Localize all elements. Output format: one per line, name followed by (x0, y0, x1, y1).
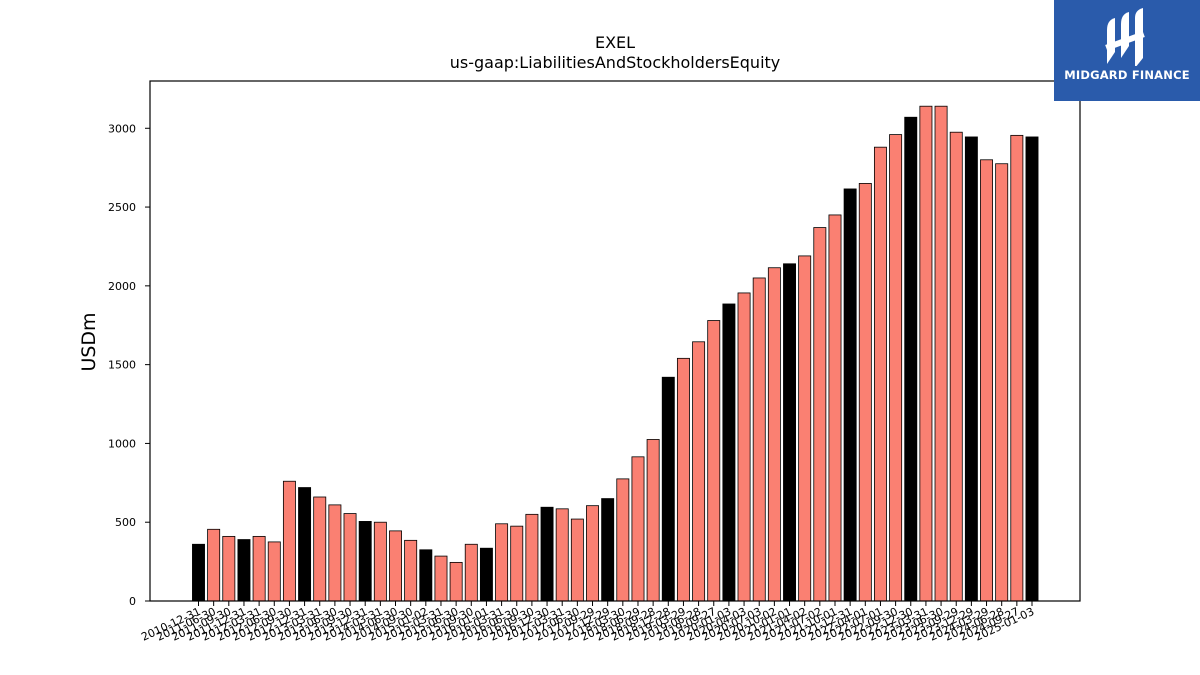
bar-2013-03-31 (313, 496, 327, 602)
bar-2019-09-27 (707, 320, 721, 602)
bar-2012-12-31 (298, 487, 312, 602)
bar-2015-06-30 (449, 561, 463, 602)
bar-2014-03-31 (373, 521, 387, 602)
bar-2015-09-30 (464, 543, 478, 602)
y-tick-label: 2000 (108, 280, 136, 293)
bar-2022-04-01 (858, 183, 872, 602)
y-tick-label: 500 (115, 516, 136, 529)
bar-2021-12-31 (843, 188, 857, 602)
bar-2016-03-31 (495, 523, 509, 602)
bar-2022-09-30 (889, 134, 903, 602)
y-tick-label: 1500 (108, 359, 136, 372)
bar-2011-12-31 (237, 539, 251, 602)
bar-2024-06-28 (995, 163, 1009, 602)
y-tick-label: 3000 (108, 122, 136, 135)
y-tick-label: 2500 (108, 201, 136, 214)
bars-group (192, 105, 1039, 602)
bar-2023-12-29 (964, 136, 978, 602)
bar-2018-09-28 (646, 439, 660, 602)
bar-2025-01-03 (1025, 136, 1039, 602)
bar-2019-03-29 (676, 357, 690, 602)
bar-2017-12-29 (601, 498, 615, 602)
bar-2015-01-02 (419, 549, 433, 602)
bar-2011-06-30 (207, 528, 221, 602)
bar-2020-01-03 (722, 303, 736, 602)
bar-2018-03-30 (616, 478, 630, 602)
bar-2016-09-30 (525, 513, 539, 602)
y-axis-ticks: 0 500 1000 1500 2000 2500 3000 (108, 122, 150, 608)
bar-2023-03-31 (919, 105, 933, 602)
y-tick-label: 0 (129, 595, 136, 608)
y-axis-label: USDm (78, 312, 100, 371)
bar-2017-06-30 (570, 518, 584, 602)
plot-frame (149, 80, 1081, 602)
bar-2021-07-02 (813, 227, 827, 602)
bar-2016-12-30 (540, 506, 554, 602)
bar-2016-06-30 (510, 525, 524, 602)
bar-2021-01-01 (783, 263, 796, 602)
bar-2017-03-31 (555, 508, 569, 602)
bar-2024-03-29 (980, 159, 993, 602)
bar-2015-03-31 (434, 555, 448, 602)
bar-2013-09-30 (343, 513, 357, 602)
chart-title: EXEL (595, 33, 635, 52)
bar-2012-06-30 (267, 541, 281, 602)
bar-2021-04-02 (798, 255, 812, 602)
bar-2014-09-30 (404, 539, 418, 602)
bar-2023-09-29 (949, 131, 963, 602)
bar-2011-09-30 (222, 535, 236, 602)
bar-2020-10-02 (767, 267, 781, 602)
bar-2024-09-27 (1010, 134, 1024, 602)
logo-text: MIDGARD FINANCE (1064, 68, 1190, 82)
y-tick-label: 1000 (108, 437, 136, 450)
brand-logo: MIDGARD FINANCE (1054, 0, 1200, 101)
bar-2018-12-28 (661, 376, 675, 602)
bar-2020-04-03 (737, 292, 751, 602)
chart-subtitle: us-gaap:LiabilitiesAndStockholdersEquity (450, 53, 781, 72)
bar-2017-09-29 (586, 505, 599, 602)
midgard-logo-icon (1105, 8, 1145, 66)
x-axis-ticks: 2010-12-312011-06-302011-09-302011-12-31… (139, 601, 1036, 644)
bar-2022-07-01 (873, 146, 887, 602)
bar-2020-07-03 (752, 277, 766, 602)
bar-2012-09-30 (282, 480, 296, 602)
bar-2019-06-28 (692, 341, 706, 602)
bar-2012-03-31 (252, 535, 266, 602)
bar-2013-06-30 (328, 504, 342, 602)
bar-2018-06-29 (631, 456, 645, 602)
bar-2016-01-01 (479, 547, 493, 602)
bar-2013-12-31 (358, 521, 372, 602)
bar-2010-12-31 (192, 543, 205, 602)
bar-2023-06-30 (934, 105, 948, 602)
bar-2014-06-30 (389, 530, 402, 602)
bar-2021-10-01 (828, 214, 842, 602)
bar-2022-12-30 (904, 116, 918, 602)
